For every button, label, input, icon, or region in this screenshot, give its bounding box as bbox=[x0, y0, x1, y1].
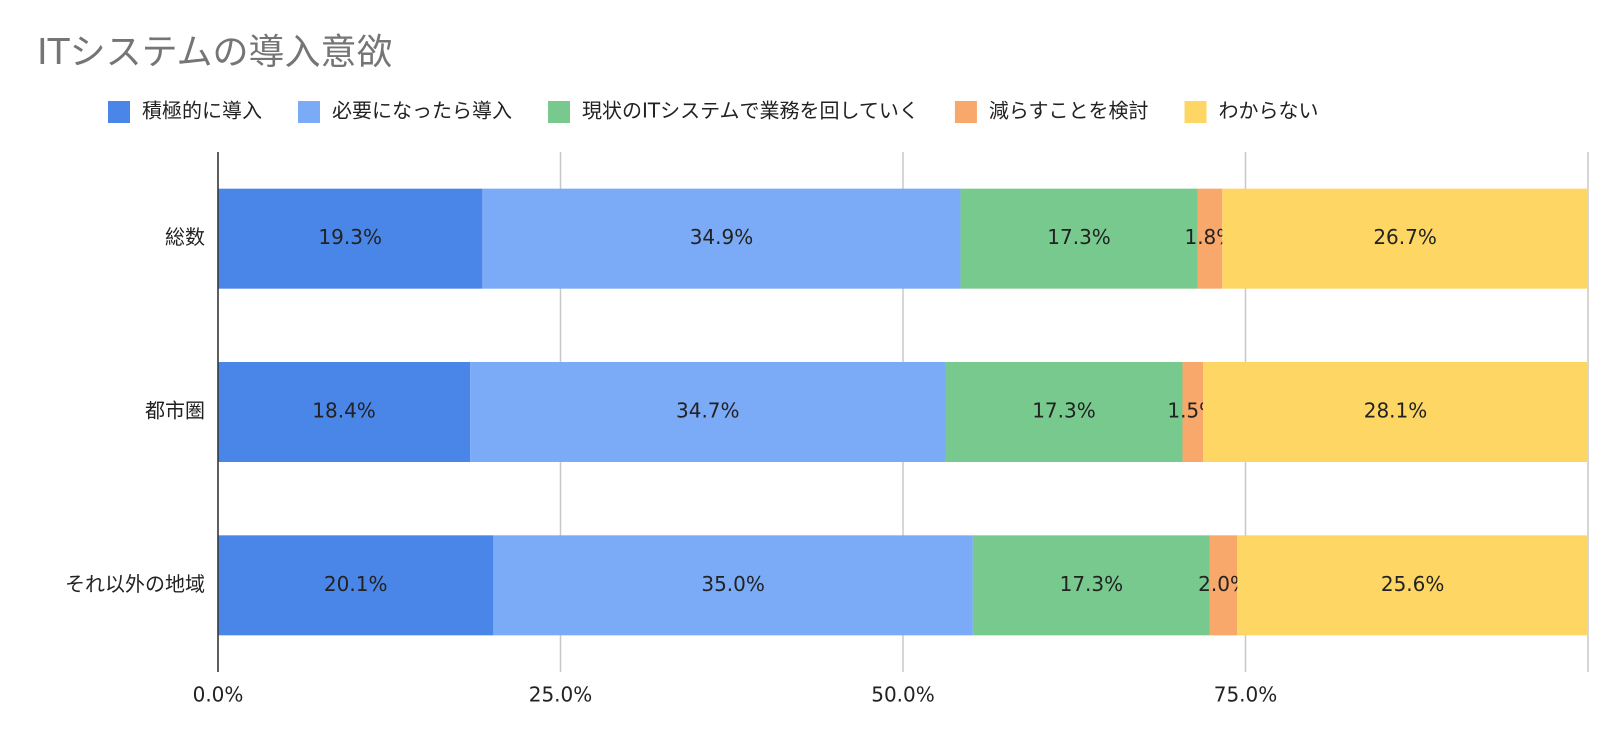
legend-swatch bbox=[548, 101, 570, 123]
legend-swatch bbox=[108, 101, 130, 123]
bar-segment bbox=[1237, 535, 1588, 636]
bar-segment bbox=[482, 188, 961, 289]
data-label: 35.0% bbox=[701, 572, 765, 596]
x-tick-label: 0.0% bbox=[193, 683, 244, 707]
legend-label: 積極的に導入 bbox=[142, 99, 262, 123]
bar-segment bbox=[945, 362, 1183, 462]
bar-segment bbox=[960, 188, 1198, 289]
x-tick-label: 75.0% bbox=[1214, 683, 1278, 707]
bar-segment bbox=[1222, 188, 1588, 289]
legend-swatch bbox=[1184, 101, 1207, 123]
bar-segment bbox=[470, 362, 946, 462]
data-label: 17.3% bbox=[1060, 572, 1124, 596]
data-label: 25.6% bbox=[1381, 572, 1445, 596]
data-label: 26.7% bbox=[1373, 225, 1437, 249]
data-label: 34.9% bbox=[690, 225, 754, 249]
legend-label: 減らすことを検討 bbox=[989, 99, 1149, 123]
data-label: 28.1% bbox=[1364, 399, 1428, 423]
x-tick-label: 25.0% bbox=[529, 683, 593, 707]
bar-segment bbox=[1182, 362, 1204, 462]
legend-swatch bbox=[954, 101, 977, 123]
bar-segment bbox=[1197, 188, 1223, 289]
y-tick-label: それ以外の地域 bbox=[65, 572, 205, 596]
bar-segment bbox=[972, 535, 1210, 636]
data-label: 17.3% bbox=[1032, 399, 1096, 423]
data-label: 34.7% bbox=[676, 399, 740, 423]
legend-label: 現状のITシステムで業務を回していく bbox=[582, 99, 919, 123]
bar-segment bbox=[218, 362, 471, 462]
data-label: 17.3% bbox=[1047, 225, 1111, 249]
bar-segment bbox=[218, 535, 494, 636]
data-label: 18.4% bbox=[312, 399, 376, 423]
legend-label: 必要になったら導入 bbox=[332, 99, 512, 123]
y-tick-label: 総数 bbox=[165, 225, 205, 249]
bar-segment bbox=[1203, 362, 1588, 462]
bar-segment bbox=[493, 535, 973, 636]
legend-swatch bbox=[298, 101, 320, 123]
data-label: 20.1% bbox=[324, 572, 388, 596]
bar-segment bbox=[1209, 535, 1238, 636]
bar-segment bbox=[218, 188, 483, 289]
x-tick-label: 50.0% bbox=[871, 683, 935, 707]
y-tick-label: 都市圏 bbox=[145, 399, 205, 423]
data-label: 19.3% bbox=[318, 225, 382, 249]
chart-title: ITシステムの導入意欲 bbox=[37, 32, 393, 73]
legend-label: わからない bbox=[1219, 99, 1319, 123]
